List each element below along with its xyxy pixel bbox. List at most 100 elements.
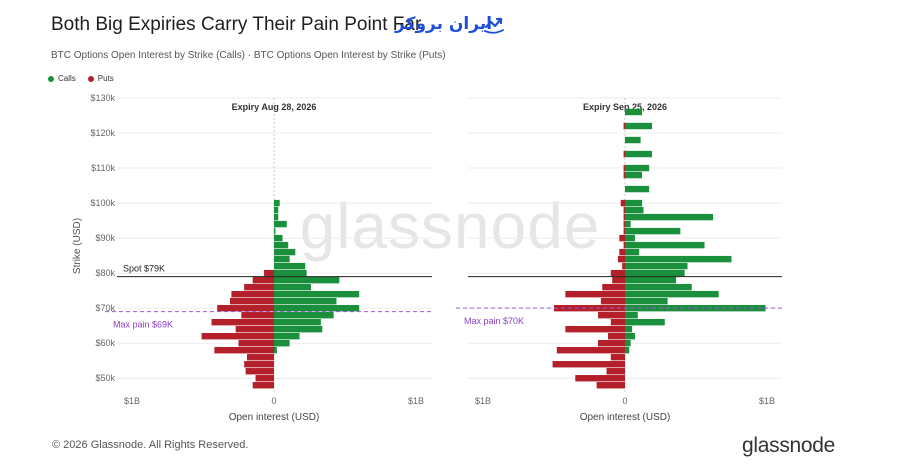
max-pain-label: Max pain $69K	[113, 320, 173, 330]
call-bar	[625, 347, 630, 354]
call-bar	[625, 290, 719, 298]
y-tick-label: $100k	[90, 198, 115, 208]
put-bar	[565, 325, 625, 333]
call-bar	[274, 248, 296, 256]
put-bar	[623, 206, 625, 214]
y-tick-label: $50k	[95, 373, 115, 383]
legend-item-puts[interactable]: Puts	[87, 74, 114, 83]
max-pain-label: Max pain $70K	[464, 316, 524, 326]
chart-title: Both Big Expiries Carry Their Pain Point…	[51, 14, 422, 35]
put-bar	[229, 297, 274, 305]
legend-swatch-calls	[48, 75, 54, 82]
put-bar	[255, 375, 274, 382]
put-bar	[610, 354, 625, 361]
call-bar	[625, 122, 652, 130]
put-bar	[620, 199, 625, 207]
brand-logo: ایران بروکر	[395, 14, 493, 34]
call-bar	[625, 241, 705, 249]
x-tick-label: $1B	[124, 396, 140, 406]
put-bar	[610, 269, 625, 277]
call-bar	[625, 213, 714, 221]
panel-title: Expiry Aug 28, 2026	[232, 102, 317, 112]
footer-copyright: © 2026 Glassnode. All Rights Reserved.	[52, 439, 249, 451]
watermark: glassnode	[300, 190, 601, 262]
put-bar	[612, 276, 625, 284]
legend-item-calls[interactable]: Calls	[48, 74, 76, 83]
put-bar	[575, 375, 625, 382]
brand-logo-icon	[484, 17, 504, 34]
call-bar	[625, 199, 643, 207]
put-bar	[623, 171, 625, 179]
call-bar	[625, 164, 650, 172]
call-bar	[274, 325, 323, 333]
put-bar	[201, 333, 274, 340]
put-bar	[244, 283, 274, 291]
y-tick-label: $80k	[95, 268, 115, 278]
call-bar	[625, 171, 643, 179]
put-bar	[623, 150, 625, 158]
footer-logo: glassnode	[742, 434, 836, 457]
y-tick-label: $110k	[91, 163, 115, 173]
call-bar	[625, 136, 641, 144]
call-bar	[625, 248, 640, 256]
call-bar	[274, 333, 300, 340]
put-bar	[606, 368, 625, 375]
call-bar	[274, 206, 279, 214]
call-bar	[625, 269, 685, 277]
put-bar	[600, 297, 625, 305]
put-bar	[623, 241, 625, 249]
put-bar	[214, 347, 274, 354]
put-bar	[623, 227, 625, 235]
call-bar	[274, 304, 360, 312]
x-tick-label: $1B	[475, 396, 491, 406]
put-bar	[619, 234, 625, 242]
put-bar	[598, 340, 625, 347]
put-bar	[231, 290, 274, 298]
call-bar	[274, 269, 307, 277]
y-tick-label: $120k	[90, 128, 115, 138]
y-tick-label: $130k	[90, 93, 115, 103]
put-bar	[617, 255, 625, 263]
call-bar	[274, 297, 337, 305]
legend-swatch-puts	[87, 75, 94, 82]
call-bar	[274, 340, 290, 347]
call-bar	[625, 340, 631, 347]
call-bar	[625, 255, 732, 263]
put-bar	[245, 368, 274, 375]
put-bar	[247, 354, 274, 361]
x-tick-label: 0	[622, 396, 627, 406]
call-bar	[274, 241, 289, 249]
put-bar	[235, 325, 274, 333]
y-tick-label: $70k	[95, 303, 115, 313]
put-bar	[623, 220, 625, 228]
x-tick-label: 0	[271, 396, 276, 406]
call-bar	[625, 283, 692, 291]
call-bar	[274, 227, 276, 235]
call-bar	[274, 290, 360, 298]
put-bar	[241, 311, 274, 319]
call-bar	[625, 185, 650, 193]
put-bar	[238, 340, 274, 347]
put-bar	[623, 213, 625, 221]
call-bar	[274, 255, 290, 263]
call-bar	[274, 347, 277, 354]
put-bar	[596, 382, 625, 389]
put-bar	[598, 311, 625, 319]
call-bar	[625, 227, 681, 235]
call-bar	[625, 325, 633, 333]
panel-title: Expiry Sep 25, 2026	[583, 102, 667, 112]
put-bar	[244, 361, 274, 368]
call-bar	[274, 199, 280, 207]
put-bar	[607, 333, 625, 340]
chart-subtitle: BTC Options Open Interest by Strike (Cal…	[51, 50, 446, 61]
x-axis-label: Open interest (USD)	[229, 412, 320, 423]
legend-label-calls: Calls	[58, 74, 76, 83]
put-bar	[619, 248, 625, 256]
put-bar	[556, 347, 625, 354]
legend-label-puts: Puts	[97, 74, 114, 83]
legend: Calls Puts	[48, 74, 114, 83]
call-bar	[625, 108, 643, 116]
call-bar	[274, 276, 340, 284]
y-tick-label: $60k	[95, 338, 115, 348]
